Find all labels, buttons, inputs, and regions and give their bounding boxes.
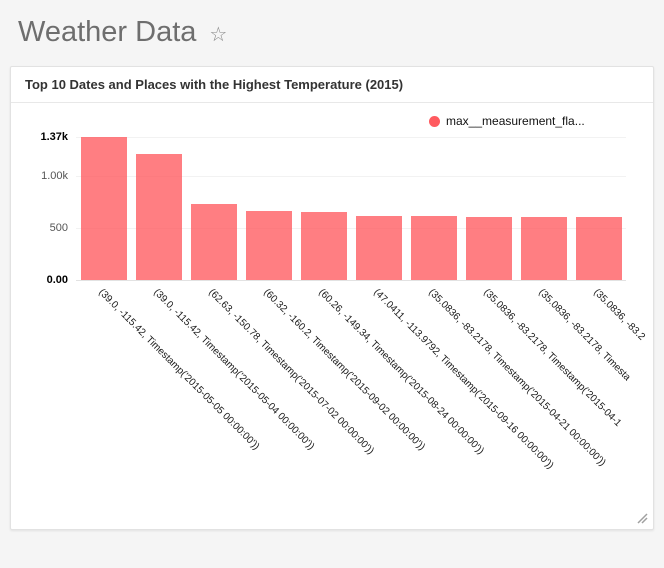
y-axis-tick-label: 0.00 — [46, 274, 68, 286]
bar[interactable] — [301, 212, 347, 280]
dashboard-title: Weather Data — [18, 16, 197, 48]
chart-card-header: Top 10 Dates and Places with the Highest… — [11, 67, 653, 103]
x-axis-label: (35.0836, -83.2178, Timesta — [536, 287, 633, 384]
chart-title[interactable]: Top 10 Dates and Places with the Highest… — [25, 77, 404, 92]
x-axis-label: (35.0836, -83.2 — [591, 287, 647, 343]
favorite-star-icon[interactable]: ☆ — [209, 24, 228, 46]
legend-marker-icon — [429, 115, 440, 127]
legend-item[interactable]: max__measurement_fla... — [429, 114, 585, 128]
bar[interactable] — [576, 217, 622, 280]
legend-label: max__measurement_fla... — [446, 114, 585, 128]
bar[interactable] — [466, 217, 512, 280]
bar[interactable] — [521, 217, 567, 280]
gridline — [76, 228, 626, 229]
y-axis-tick-label: 500 — [49, 222, 68, 234]
bar[interactable] — [191, 204, 237, 280]
chart-card: Top 10 Dates and Places with the Highest… — [10, 66, 654, 530]
y-axis-tick-label: 1.37k — [40, 131, 68, 143]
chart-area: max__measurement_fla... 0.00 500 1.00k 1.37… — [11, 103, 653, 529]
bar[interactable] — [356, 216, 402, 280]
bar[interactable] — [81, 137, 127, 280]
page-header: Weather Data ☆ — [0, 0, 664, 58]
bar[interactable] — [411, 216, 457, 280]
bar[interactable] — [136, 154, 182, 280]
gridline — [76, 137, 626, 138]
x-axis-label: (47.0411, -113.9792, Timestamp('2015-09-… — [371, 287, 556, 472]
y-axis-tick-label: 1.00k — [41, 170, 68, 182]
resize-handle-icon[interactable] — [635, 511, 648, 524]
gridline — [76, 176, 626, 177]
bar[interactable] — [246, 211, 292, 280]
gridline — [76, 280, 626, 281]
